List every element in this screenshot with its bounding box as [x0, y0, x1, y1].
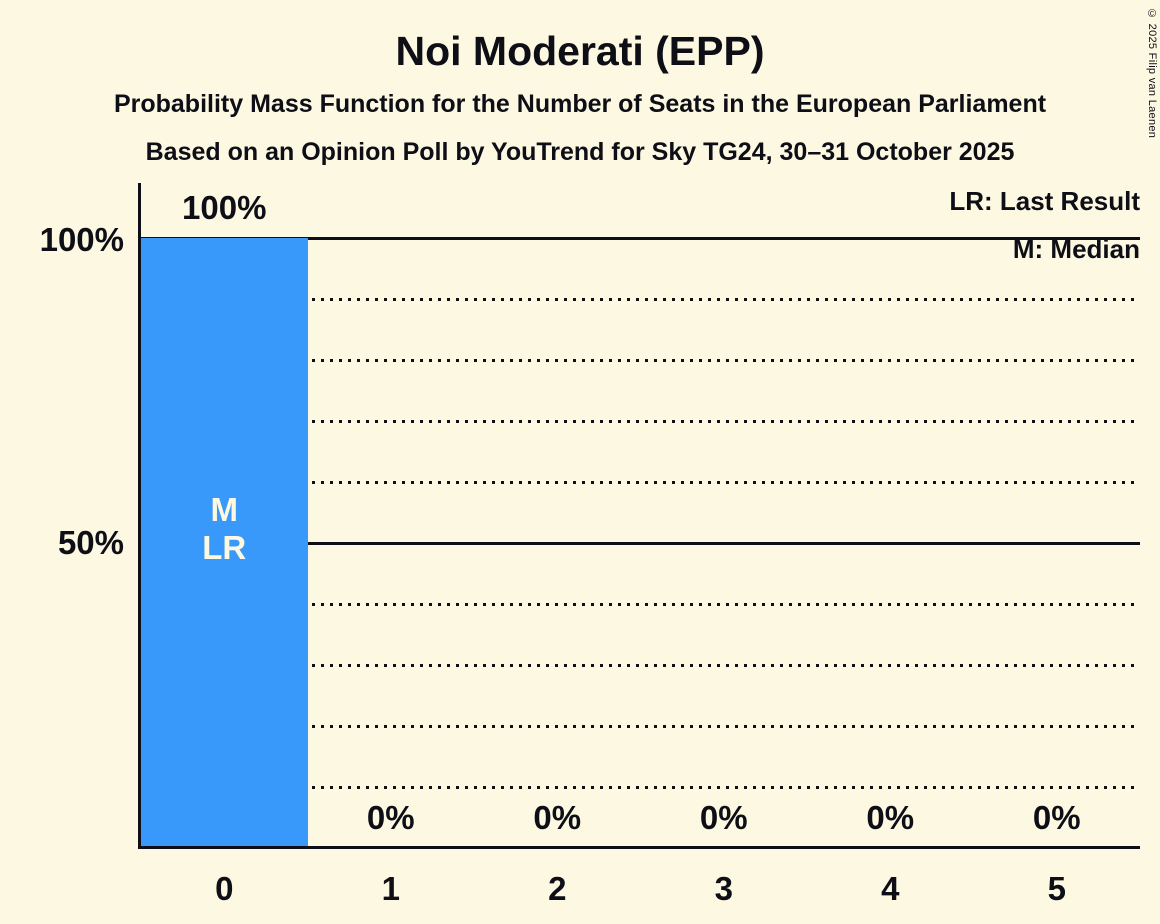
x-tick-label-2: 2 [548, 870, 567, 907]
gridline-dotted-90 [141, 298, 1140, 301]
x-tick-label-1: 1 [381, 870, 400, 907]
gridline-dotted-80 [141, 359, 1140, 362]
copyright-notice: © 2025 Filip van Laenen [1146, 8, 1158, 139]
chart-subtitle-line2: Based on an Opinion Poll by YouTrend for… [145, 138, 1015, 166]
gridline-solid-100 [141, 237, 1140, 240]
x-tick-label-3: 3 [714, 870, 733, 907]
value-label-1: 0% [366, 799, 415, 836]
y-axis-label-100: 100% [39, 221, 124, 258]
median-last-result-annotation: M LR [141, 491, 308, 567]
bar-0: M LR [141, 238, 308, 848]
gridlines [141, 237, 1140, 848]
gridline-dotted-10 [141, 786, 1140, 789]
y-axis-label-50: 50% [57, 524, 124, 561]
legend-last-result: LR: Last Result [949, 186, 1140, 216]
chart-subtitle-line1: Probability Mass Function for the Number… [113, 90, 1047, 118]
bar-column-5: 0% 5 [974, 238, 1141, 907]
y-axis-line [138, 183, 141, 849]
bar-column-1: 0% 1 [308, 238, 475, 907]
value-label-4: 0% [866, 799, 915, 836]
value-label-0: 100% [182, 189, 267, 226]
bar-column-4: 0% 4 [807, 238, 974, 907]
plot-area: M LR 100% 0 0% 1 0% 2 0% 3 0% 4 0% 5 [141, 191, 1141, 907]
gridline-dotted-20 [141, 725, 1140, 728]
bar-column-3: 0% 3 [641, 238, 808, 907]
bar-column-2: 0% 2 [474, 238, 641, 907]
annotation-line: LR [202, 529, 247, 566]
gridline-dotted-40 [141, 603, 1140, 606]
value-label-2: 0% [533, 799, 582, 836]
bar-column-0: M LR 100% 0 [141, 191, 308, 907]
gridline-dotted-70 [141, 420, 1140, 423]
gridline-dotted-30 [141, 664, 1140, 667]
gridline-dotted-60 [141, 481, 1140, 484]
page-title: Noi Moderati (EPP) [395, 28, 765, 74]
value-label-5: 0% [1032, 799, 1081, 836]
x-tick-label-4: 4 [881, 870, 900, 907]
annotation-line: M [210, 491, 239, 528]
value-label-3: 0% [699, 799, 748, 836]
x-tick-label-5: 5 [1047, 870, 1066, 907]
plot-columns: M LR 100% 0 0% 1 0% 2 0% 3 0% 4 0% 5 [141, 191, 1141, 907]
x-axis-line [138, 846, 1140, 849]
legend-median: M: Median [1012, 234, 1140, 264]
gridline-solid-50 [141, 542, 1140, 545]
x-tick-label-0: 0 [215, 870, 234, 907]
